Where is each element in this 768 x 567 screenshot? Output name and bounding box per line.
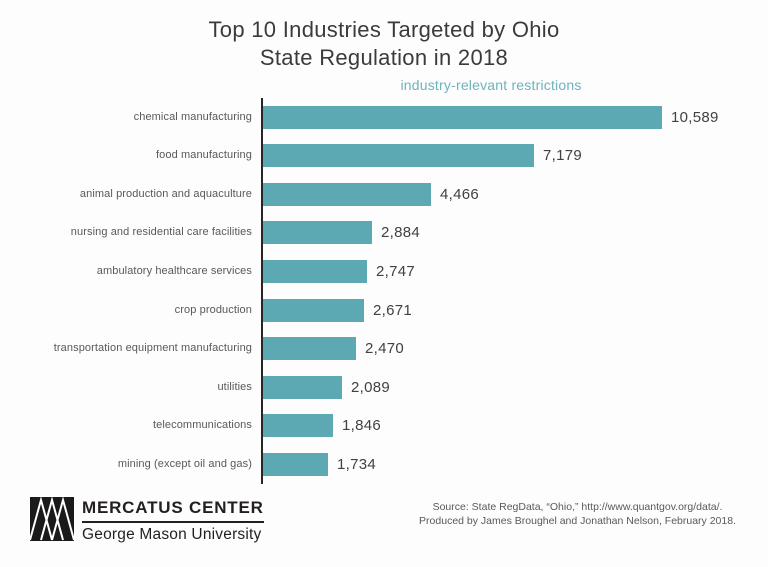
value-label: 2,089 [351,378,391,396]
bar [263,375,342,399]
source-line1: Source: State RegData, “Ohio,” http://ww… [432,501,723,513]
bar [263,298,364,322]
bar [263,221,372,245]
category-label: utilities [217,380,252,393]
mercatus-logo-text: MERCATUS CENTER George Mason University [82,498,264,544]
value-label: 10,589 [671,108,719,126]
value-label: 2,470 [365,340,405,358]
category-label: animal production and aquaculture [79,187,252,200]
value-label: 2,747 [376,262,416,280]
value-label: 2,884 [381,224,421,242]
category-label: ambulatory healthcare services [96,264,252,277]
bar [263,259,367,283]
category-label: telecommunications [152,419,252,432]
value-label: 1,734 [337,455,377,473]
bar [263,182,431,206]
value-label: 1,846 [342,417,382,435]
category-label: transportation equipment manufacturing [53,342,252,355]
category-label: chemical manufacturing [133,110,252,123]
chart-title: Top 10 Industries Targeted by Ohio State… [0,16,768,72]
y-axis-line [261,98,263,484]
chart-subtitle: industry-relevant restrictions [400,77,582,93]
mercatus-center-label: MERCATUS CENTER [82,498,264,523]
value-label: 2,671 [373,301,413,319]
chart-title-line2: State Regulation in 2018 [259,45,509,70]
source-credit: Source: State RegData, “Ohio,” http://ww… [419,500,736,528]
chart-title-line1: Top 10 Industries Targeted by Ohio [208,17,560,42]
bar [263,105,662,129]
bar [263,337,356,361]
george-mason-label: George Mason University [82,526,262,543]
value-label: 7,179 [543,147,583,165]
bar [263,144,534,168]
bar [263,414,333,438]
category-label: food manufacturing [156,149,252,162]
category-label: mining (except oil and gas) [117,457,252,470]
source-line2: Produced by James Broughel and Jonathan … [419,515,736,527]
value-label: 4,466 [440,185,480,203]
category-label: crop production [174,303,252,316]
bar [263,452,328,476]
mercatus-logo-icon [30,497,74,541]
category-label: nursing and residential care facilities [70,226,252,239]
